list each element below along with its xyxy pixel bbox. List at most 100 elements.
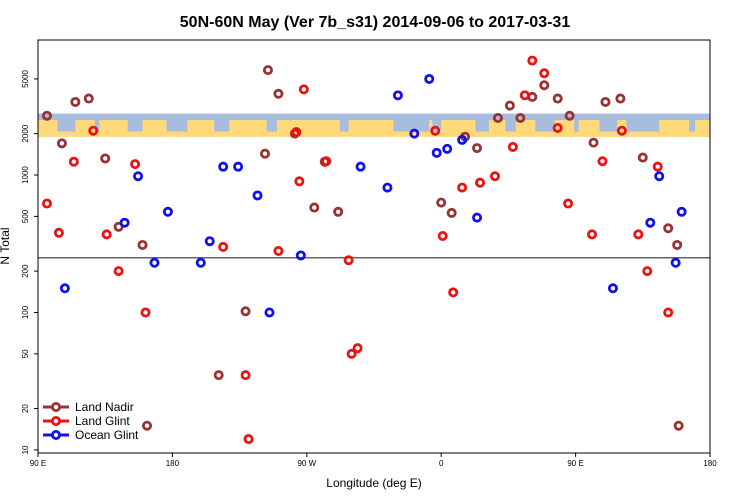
land-glint-point (633, 229, 644, 240)
land-glint-point (430, 125, 441, 136)
land-nadir-point (333, 206, 344, 217)
land-glint-point (113, 266, 124, 277)
ocean-glint-point (382, 182, 393, 193)
land-nadir-point (615, 93, 626, 104)
land-nadir-point (262, 65, 273, 76)
y-tick-label: 200 (21, 264, 30, 278)
land-nadir-point (259, 148, 270, 159)
map-land (429, 120, 433, 137)
land-glint-point (587, 229, 598, 240)
y-axis-label: N Total (0, 227, 12, 264)
ocean-glint-point (670, 257, 681, 268)
ocean-glint-point (442, 143, 453, 154)
y-tick-label: 100 (21, 305, 30, 319)
x-tick-label: 90 E (30, 459, 46, 468)
land-nadir-point (70, 96, 81, 107)
land-nadir-point (504, 100, 515, 111)
chart-title: 50N-60N May (Ver 7b_s31) 2014-09-06 to 2… (180, 14, 571, 31)
land-nadir-point (41, 110, 52, 121)
ocean-glint-point (252, 190, 263, 201)
land-nadir-point (446, 207, 457, 218)
land-glint-point (552, 122, 563, 133)
x-tick-label: 90 E (567, 459, 583, 468)
ocean-glint-point (607, 283, 618, 294)
ocean-glint-point (264, 307, 275, 318)
land-glint-point (68, 156, 79, 167)
y-tick-label: 5000 (21, 69, 30, 87)
land-glint-point (243, 434, 254, 445)
land-glint-point (140, 307, 151, 318)
land-nadir-point (552, 93, 563, 104)
land-glint-point (642, 266, 653, 277)
land-glint-point (273, 246, 284, 257)
ocean-glint-point (218, 161, 229, 172)
land-nadir-point (663, 223, 674, 234)
ocean-glint-point (133, 171, 144, 182)
data-points (41, 55, 687, 445)
land-glint-point (88, 125, 99, 136)
land-nadir-point (100, 153, 111, 164)
land-nadir-point (309, 202, 320, 213)
land-glint-point (41, 198, 52, 209)
ocean-glint-point (654, 171, 665, 182)
x-axis: 90 E 180 90 W 0 90 E 180 (30, 453, 717, 468)
legend-label-ocean-glint: Ocean Glint (75, 428, 139, 442)
land-glint-point (240, 370, 251, 381)
ocean-glint-point (149, 257, 160, 268)
land-nadir-point (588, 137, 599, 148)
x-tick-label: 90 W (297, 459, 316, 468)
legend-label-land-nadir: Land Nadir (75, 400, 134, 414)
land-nadir-point (527, 91, 538, 102)
ocean-glint-point (472, 212, 483, 223)
land-glint-point (597, 156, 608, 167)
land-glint-point (527, 55, 538, 66)
ocean-glint-point (162, 206, 173, 217)
land-nadir-point (436, 197, 447, 208)
land-glint-point (343, 255, 354, 266)
land-glint-point (563, 198, 574, 209)
y-tick-label: 500 (21, 209, 30, 223)
ocean-glint-point (431, 147, 442, 158)
ocean-glint-point (645, 217, 656, 228)
land-glint-point (519, 90, 530, 101)
land-nadir-point (492, 112, 503, 123)
plot-frame (37, 39, 711, 454)
land-glint-point (616, 125, 627, 136)
land-nadir-point (56, 138, 67, 149)
land-nadir-point (213, 370, 224, 381)
land-glint-point (489, 171, 500, 182)
legend-label-land-glint: Land Glint (75, 414, 130, 428)
land-glint-point (652, 161, 663, 172)
x-tick-label: 180 (703, 459, 717, 468)
y-tick-label: 1000 (21, 166, 30, 184)
land-glint-point (298, 84, 309, 95)
legend-marker-land-glint (51, 415, 62, 426)
ocean-glint-point (59, 283, 70, 294)
legend-marker-land-nadir (51, 401, 62, 412)
land-nadir-point (472, 143, 483, 154)
land-glint-point (663, 307, 674, 318)
land-nadir-point (673, 420, 684, 431)
ocean-glint-point (355, 161, 366, 172)
y-tick-label: 2000 (21, 124, 30, 142)
land-glint-point (130, 159, 141, 170)
land-glint-point (294, 176, 305, 187)
ocean-glint-point (409, 128, 420, 139)
ocean-glint-point (392, 90, 403, 101)
ocean-glint-point (676, 206, 687, 217)
map-land (38, 131, 710, 137)
land-nadir-point (83, 93, 94, 104)
ocean-glint-point (233, 161, 244, 172)
x-tick-label: 180 (166, 459, 180, 468)
land-glint-point (101, 229, 112, 240)
legend-marker-ocean-glint (51, 429, 62, 440)
y-tick-label: 20 (21, 404, 30, 413)
y-axis: 10 20 50 100 200 500 1000 2000 5000 (21, 69, 38, 454)
land-glint-point (448, 287, 459, 298)
land-glint-point (507, 141, 518, 152)
ocean-glint-point (424, 73, 435, 84)
land-nadir-point (142, 420, 153, 431)
land-glint-point (457, 182, 468, 193)
land-glint-point (321, 156, 332, 167)
